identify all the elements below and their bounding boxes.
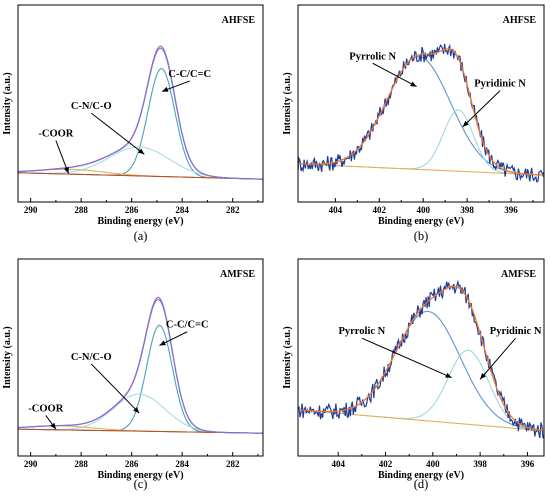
peak-annotation: -COOR bbox=[28, 403, 63, 414]
plot-frame bbox=[17, 4, 264, 203]
component-peak-2 bbox=[297, 349, 545, 432]
chart-panel-3: 290 288 286 284 282 Binding energy (eV) Intens… bbox=[2, 258, 264, 491]
annotation-arrow-head bbox=[63, 167, 69, 174]
background-line bbox=[298, 163, 545, 176]
panel-label: (b) bbox=[414, 229, 429, 243]
x-tick-label: 290 bbox=[24, 205, 38, 215]
x-tick-label: 284 bbox=[175, 459, 189, 469]
x-tick-label: 286 bbox=[125, 459, 139, 469]
y-axis-label: Intensity (a.u.) bbox=[282, 326, 293, 389]
annotation-arrow-head bbox=[137, 148, 145, 155]
annotation-arrow-head bbox=[50, 422, 56, 430]
annotation-arrow-head bbox=[161, 86, 169, 92]
x-tick-label: 286 bbox=[125, 205, 139, 215]
x-tick-label: 396 bbox=[504, 205, 518, 215]
x-axis-label: Binding energy (eV) bbox=[97, 470, 183, 481]
annotation-arrow-head bbox=[159, 340, 166, 346]
peak-annotation: C-N/C-O bbox=[71, 101, 112, 112]
annotation-arrow-line bbox=[479, 337, 516, 380]
envelope-fit-line bbox=[18, 45, 263, 180]
x-axis-label: Binding energy (eV) bbox=[378, 470, 464, 481]
annotation-arrow-head bbox=[462, 120, 469, 127]
raw-spectrum-line bbox=[297, 43, 545, 183]
annotation-arrow-head bbox=[133, 406, 140, 414]
annotation-arrow-line bbox=[90, 112, 145, 155]
annotation-arrow-head bbox=[410, 81, 417, 87]
peak-annotation: Pyridinic N bbox=[490, 326, 542, 337]
annotation-arrow-line bbox=[462, 90, 501, 128]
panel-label: (c) bbox=[134, 477, 148, 491]
x-tick-label: 396 bbox=[521, 459, 535, 469]
plot-frame bbox=[297, 258, 545, 457]
peak-annotation: C-C/C=C bbox=[168, 69, 211, 80]
x-tick-label: 400 bbox=[426, 459, 440, 469]
chart-panel-4: 404 402 400 398 396 Binding energy (eV) Intens… bbox=[282, 258, 545, 491]
y-axis-label: Intensity (a.u.) bbox=[282, 72, 293, 135]
chart-panel-1: 290 288 286 284 282 Binding energy (eV) Intens… bbox=[2, 4, 264, 243]
component-peak-1 bbox=[18, 324, 263, 434]
plot-frame bbox=[17, 258, 264, 457]
x-tick-label: 398 bbox=[473, 459, 487, 469]
envelope-fit-line bbox=[297, 285, 545, 432]
peak-annotation: C-N/C-O bbox=[71, 352, 112, 363]
peak-annotation: -COOR bbox=[38, 129, 73, 140]
x-tick-label: 404 bbox=[331, 459, 345, 469]
x-axis-label: Binding energy (eV) bbox=[378, 216, 464, 227]
x-tick-label: 282 bbox=[226, 459, 240, 469]
sample-title: AMFSE bbox=[220, 269, 255, 280]
peak-annotation: Pyrrolic N bbox=[338, 326, 385, 337]
x-tick-label: 282 bbox=[226, 205, 240, 215]
annotation-arrow-head bbox=[480, 373, 487, 380]
envelope-inner-line bbox=[18, 47, 263, 180]
x-axis-label: Binding energy (eV) bbox=[97, 216, 183, 227]
x-tick-label: 284 bbox=[175, 205, 189, 215]
x-tick-label: 288 bbox=[74, 205, 88, 215]
peak-annotation: Pyrrolic N bbox=[349, 51, 396, 62]
envelope-inner-line bbox=[18, 298, 263, 434]
x-tick-label: 402 bbox=[379, 459, 393, 469]
sample-title: AHFSE bbox=[222, 15, 256, 26]
panel-label: (d) bbox=[414, 477, 429, 491]
annotation-arrow-line bbox=[361, 337, 452, 379]
x-tick-label: 290 bbox=[24, 459, 38, 469]
y-axis-label: Intensity (a.u.) bbox=[2, 72, 13, 135]
x-tick-label: 288 bbox=[74, 459, 88, 469]
panel-label: (a) bbox=[134, 229, 148, 243]
annotation-arrow-line bbox=[90, 363, 140, 414]
x-tick-label: 402 bbox=[373, 205, 387, 215]
raw-spectrum-line bbox=[297, 279, 545, 439]
peak-annotation: C-C/C=C bbox=[166, 320, 209, 331]
sample-title: AHFSE bbox=[503, 15, 537, 26]
envelope-fit-line bbox=[297, 48, 544, 176]
annotation-arrow-line bbox=[372, 62, 417, 88]
component-peak-1 bbox=[297, 56, 544, 176]
x-tick-label: 404 bbox=[329, 205, 343, 215]
plot-frame bbox=[297, 4, 545, 203]
component-peak-1 bbox=[18, 68, 263, 180]
x-tick-label: 400 bbox=[416, 205, 430, 215]
sample-title: AMFSE bbox=[501, 269, 536, 280]
annotation-arrow-head bbox=[445, 372, 452, 378]
y-axis-label: Intensity (a.u.) bbox=[2, 326, 13, 389]
x-tick-label: 398 bbox=[460, 205, 474, 215]
chart-panel-2: 404 402 400 398 396 Binding energy (eV) Intens… bbox=[282, 4, 545, 243]
peak-annotation: Pyridinic N bbox=[474, 79, 526, 90]
